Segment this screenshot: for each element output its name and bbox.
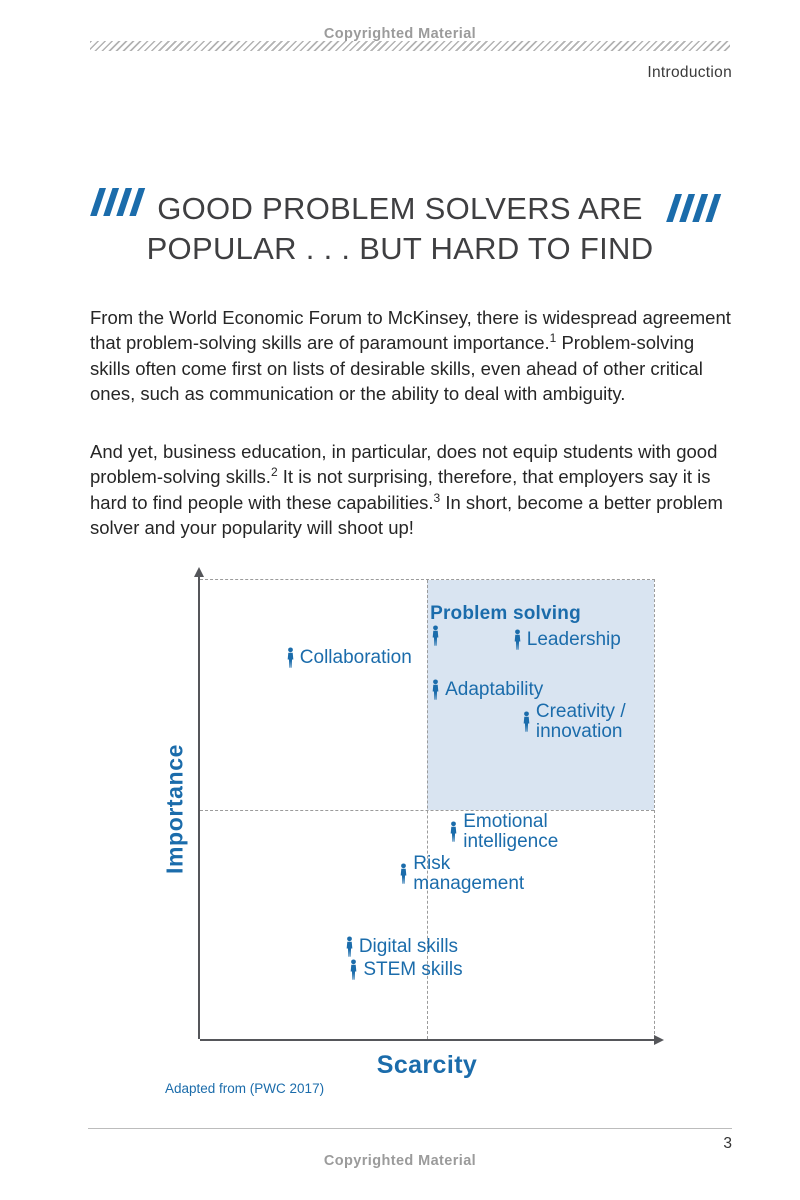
title-slash-decoration-left [90,188,150,216]
chart-point-problem-solving: Problem solving [430,604,581,647]
x-axis-line [200,1039,655,1041]
copyright-notice-bottom: Copyrighted Material [323,1153,477,1169]
person-icon [346,936,353,957]
x-axis-label: Scarcity [376,1051,478,1079]
chart-point-leadership: Leadership [512,629,621,651]
slashes-icon [90,188,146,216]
chart-point-emotional-intelligence: Emotional intelligence [448,812,558,852]
chart-point-risk-management: Risk management [398,852,525,894]
footer-rule [88,1128,732,1129]
person-icon [514,629,521,650]
y-axis-label: Importance [161,744,188,874]
horizontal-midline-dashed [200,809,654,811]
chart-point-label: Leadership [526,628,621,650]
chart-point-label: Problem solving [430,603,581,625]
chart-point-digital-skills: Digital skills [344,936,458,958]
chart-point-label: Risk management [413,852,525,894]
hatched-divider [90,41,730,51]
chart-point-label: Creativity / innovation [535,701,626,743]
person-icon [432,625,439,646]
body-paragraph-1: From the World Economic Forum to McKinse… [90,305,732,407]
chapter-title-line2: POPULAR . . . BUT HARD TO FIND [146,230,654,266]
section-label: Introduction [647,64,732,81]
paragraph-text: It is not surprising, therefore, that em… [90,466,711,513]
chart-point-adaptability: Adaptability [430,679,543,701]
importance-scarcity-chart: Importance Problem solving Leadership Coll… [161,567,685,1110]
chart-point-creativity-innovation: Creativity / innovation [521,702,626,742]
highlight-quadrant-top-right [427,580,654,810]
x-axis-arrow-icon [654,1035,664,1045]
chart-point-stem-skills: STEM skills [348,959,463,981]
chart-point-collaboration: Collaboration [285,647,412,669]
paragraph-text: Problem-solving skills often come first … [90,332,703,404]
chart-point-label: Adaptability [445,679,544,701]
copyright-notice-top: Copyrighted Material [323,26,477,42]
paragraph-text: From the World Economic Forum to McKinse… [90,306,731,354]
footnote-marker-2: 2 [270,464,278,479]
person-icon [450,821,457,843]
chart-point-label: STEM skills [363,959,463,981]
chart-point-label: Digital skills [358,936,459,958]
y-axis-line [198,577,200,1039]
title-slash-decoration-right [666,194,726,222]
plot-points: Problem solving Leadership Collaboration Ad… [200,580,654,1039]
chart-source-note: Adapted from (PWC 2017) [165,1081,325,1096]
page-number: 3 [723,1135,732,1152]
plot-area: Problem solving Leadership Collaboration Ad… [200,579,655,1039]
y-axis-arrow-icon [194,567,204,577]
footnote-marker-1: 1 [549,330,557,345]
paragraph-text: And yet, business education, in particul… [90,440,718,488]
chart-point-label: Emotional intelligence [463,811,559,853]
slashes-icon [666,194,722,222]
person-icon [432,679,439,700]
body-paragraph-2: And yet, business education, in particul… [90,439,732,541]
chart-point-label: Collaboration [299,647,412,669]
chapter-title-line1: GOOD PROBLEM SOLVERS ARE [157,190,643,226]
person-icon [287,647,294,668]
chapter-title: GOOD PROBLEM SOLVERS ARE POPULAR . . . B… [70,189,730,269]
person-icon [523,711,530,732]
paragraph-text: In short, become a better problem solver… [90,491,723,539]
person-icon [351,959,357,980]
person-icon [400,863,407,884]
footnote-marker-3: 3 [433,490,441,505]
